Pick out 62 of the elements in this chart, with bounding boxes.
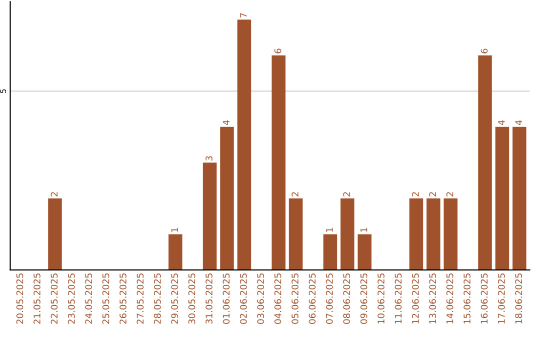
x-tick-label: 09.06.2025: [360, 274, 368, 324]
x-tick-label: 27.05.2025: [136, 274, 144, 324]
bar: [444, 198, 458, 270]
x-tick-label: 18.06.2025: [515, 274, 522, 324]
x-tick-label: 02.06.2025: [240, 274, 247, 324]
data-label: 2: [429, 192, 436, 196]
bar: [237, 20, 252, 270]
x-tick-label: 16.06.2025: [480, 274, 488, 324]
data-label: 6: [480, 48, 488, 54]
x-tick-label: 29.05.2025: [171, 274, 178, 324]
bar: [48, 198, 62, 270]
x-tick-label: 05.06.2025: [292, 274, 298, 324]
x-tick-label: 22.05.2025: [50, 274, 58, 324]
x-tick-label: 15.06.2025: [464, 274, 470, 324]
data-label: 2: [50, 192, 58, 196]
x-tick-label: 01.06.2025: [222, 274, 230, 324]
bar: [168, 234, 182, 270]
bar: [358, 234, 372, 270]
data-label: 4: [498, 120, 505, 126]
x-tick-label: 20.05.2025: [16, 274, 24, 324]
bar: [272, 55, 286, 270]
data-label: 3: [206, 156, 212, 161]
x-tick-label: 11.06.2025: [394, 274, 402, 324]
x-tick-label: 26.05.2025: [120, 274, 126, 324]
x-tick-label: 03.06.2025: [257, 274, 264, 324]
bar: [478, 55, 492, 270]
bar: [323, 234, 338, 270]
data-label: 4: [515, 120, 522, 126]
x-tick-label: 23.05.2025: [68, 274, 75, 324]
bar: [220, 126, 234, 270]
x-tick-label: 17.06.2025: [498, 274, 505, 324]
data-label: 2: [343, 192, 350, 196]
x-tick-label: 21.05.2025: [34, 274, 40, 324]
x-tick-label: 12.06.2025: [412, 274, 419, 324]
data-label: 2: [412, 192, 419, 196]
bar: [426, 198, 440, 270]
x-tick-label: 31.05.2025: [206, 274, 212, 324]
x-tick-label: 28.05.2025: [154, 274, 161, 324]
x-tick-label: 24.05.2025: [85, 274, 92, 324]
x-tick-label: 13.06.2025: [429, 274, 436, 324]
bar: [202, 162, 217, 270]
data-label: 1: [360, 228, 368, 232]
bar: [495, 126, 510, 270]
data-label: 4: [222, 120, 230, 126]
data-label: 2: [292, 192, 298, 196]
bar: [340, 198, 354, 270]
x-tick-label: 25.05.2025: [102, 274, 110, 324]
data-label: 1: [326, 228, 333, 232]
data-label: 7: [240, 13, 247, 18]
x-tick-label: 10.06.2025: [378, 274, 384, 324]
data-label: 6: [274, 48, 282, 54]
x-tick-label: 04.06.2025: [274, 274, 282, 324]
x-tick-label: 08.06.2025: [343, 274, 350, 324]
bar: [288, 198, 303, 270]
x-tick-label: 14.06.2025: [446, 274, 454, 324]
bar: [409, 198, 424, 270]
x-tick-label: 30.05.2025: [188, 274, 196, 324]
data-label: 1: [171, 228, 178, 232]
bar: [512, 126, 526, 270]
x-tick-label: 06.06.2025: [308, 274, 316, 324]
data-label: 2: [446, 192, 454, 196]
x-tick-label: 07.06.2025: [326, 274, 333, 324]
